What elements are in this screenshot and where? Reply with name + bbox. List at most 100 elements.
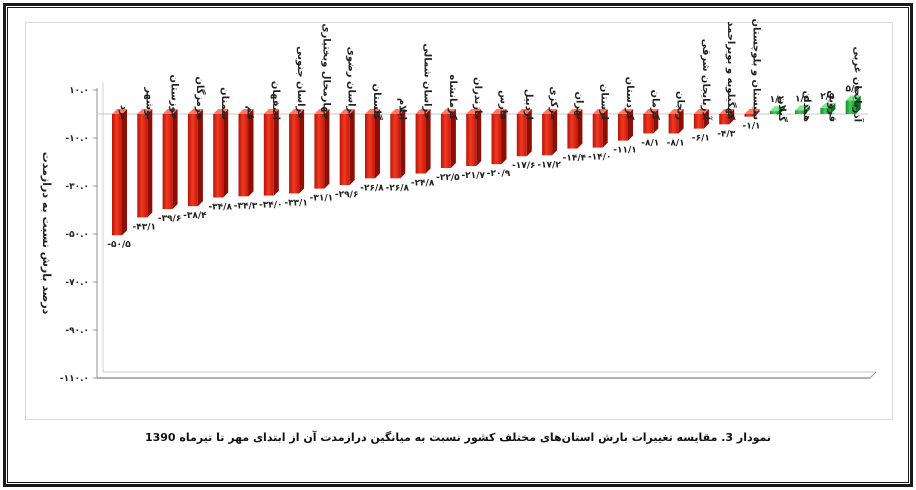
category-label: هرمزگان [194, 76, 207, 120]
bar-front [137, 114, 148, 218]
bar [314, 109, 330, 189]
bar-top [390, 109, 406, 114]
category-label: کرمانشاه [447, 74, 458, 120]
category-label: خراسان شمالی [422, 43, 433, 120]
bar [365, 109, 380, 179]
bar-top [845, 95, 861, 101]
bar [339, 109, 355, 186]
bar-front [719, 114, 730, 125]
bar-side [248, 109, 254, 197]
data-label: -۱۷/۶ [512, 161, 536, 171]
bar-top [314, 109, 330, 114]
bar-side [476, 109, 482, 167]
bar [618, 109, 633, 141]
x-axis-corner [869, 371, 877, 379]
data-label: -۸/۱ [641, 138, 659, 148]
bar-side [223, 109, 229, 198]
category-label: قم [245, 106, 256, 120]
y-tick-label: ۱۰.۰ [69, 86, 89, 96]
data-label: -۲۰/۹ [487, 169, 511, 179]
bar-top [643, 109, 659, 114]
bar [795, 105, 811, 114]
bar [162, 109, 178, 210]
bar-front [162, 114, 173, 210]
outer-frame [3, 3, 913, 487]
bar-side [400, 109, 406, 179]
bar-front [820, 108, 831, 114]
bar-front [795, 110, 806, 114]
bar [289, 109, 305, 194]
category-label: فارس [498, 90, 509, 120]
bar-front [693, 114, 704, 129]
chart-area [25, 22, 893, 420]
y-tick-label: -۵۰.۰ [65, 230, 89, 240]
data-label: -۸/۱ [667, 138, 685, 148]
data-label: ۵/۶ [846, 85, 860, 95]
data-label: -۱۱/۱ [613, 146, 637, 156]
bar-top [162, 109, 178, 114]
bar-side [526, 109, 532, 157]
bar [643, 109, 659, 134]
category-label: سیستان و بلوچستان [751, 18, 762, 120]
bar-top [592, 109, 608, 114]
data-label: -۳۱/۱ [310, 194, 334, 204]
bar-front [845, 100, 856, 114]
bar-front [365, 114, 375, 179]
y-tick-label: -۱۱۰.۰ [60, 374, 89, 384]
bar-front [491, 114, 502, 165]
bar-side [273, 109, 279, 196]
category-label: گیلان [776, 96, 789, 122]
bar [466, 109, 482, 167]
y-tick-label: -۳۰.۰ [65, 182, 89, 192]
category-label: آذربایجان شرقی [700, 39, 713, 121]
category-label: مرکزی [548, 86, 559, 120]
data-label: -۶/۱ [692, 134, 710, 144]
bar-top [365, 109, 380, 114]
bar-front [592, 114, 603, 148]
bar-front [668, 114, 679, 134]
bar-front [263, 114, 274, 196]
data-label: ۱/۲ [770, 95, 785, 105]
bar-side [197, 109, 203, 207]
bar-top [719, 109, 735, 114]
bar-side [602, 109, 608, 148]
bar [845, 95, 861, 114]
data-label: -۱۴/۴ [563, 154, 587, 164]
bar [516, 109, 532, 157]
bar-top [491, 109, 507, 114]
bar-top [289, 109, 305, 114]
bar [137, 109, 153, 218]
bar-side [754, 109, 760, 117]
category-label: خراسان رضوی [346, 47, 357, 120]
y-axis-label: درصد بارش نسبت به درازمدت [40, 152, 53, 315]
bar-side [375, 109, 380, 179]
bar [719, 109, 735, 125]
category-label: لرستان [599, 84, 610, 120]
bar-side [552, 109, 558, 156]
category-label: تهران [573, 91, 584, 120]
bar-side [577, 109, 583, 149]
bar-top [238, 109, 254, 114]
bar-top [693, 109, 709, 114]
bar-top [137, 109, 153, 114]
category-label: همدان [801, 91, 812, 122]
category-label: مازندران [472, 77, 483, 120]
bar-side [855, 95, 861, 114]
data-label: -۱۷/۲ [537, 160, 561, 170]
data-label: -۳۴/۸ [208, 203, 232, 213]
data-label: ۲/۵ [820, 92, 835, 102]
bar [744, 109, 760, 117]
data-label: -۲۹/۶ [335, 190, 359, 200]
data-label: -۳۳/۱ [284, 198, 308, 208]
data-label: -۳۸/۴ [183, 211, 207, 221]
bar-side [653, 109, 659, 134]
category-label: کهگیلویه و بویراحمد [725, 21, 738, 120]
bar [693, 109, 709, 129]
bar [769, 106, 785, 114]
category-label: خوزستان [169, 75, 180, 120]
bar-front [466, 114, 477, 167]
bar-front [187, 114, 198, 207]
bar-side [729, 109, 735, 125]
bar [820, 103, 836, 114]
bar-side [678, 109, 684, 134]
